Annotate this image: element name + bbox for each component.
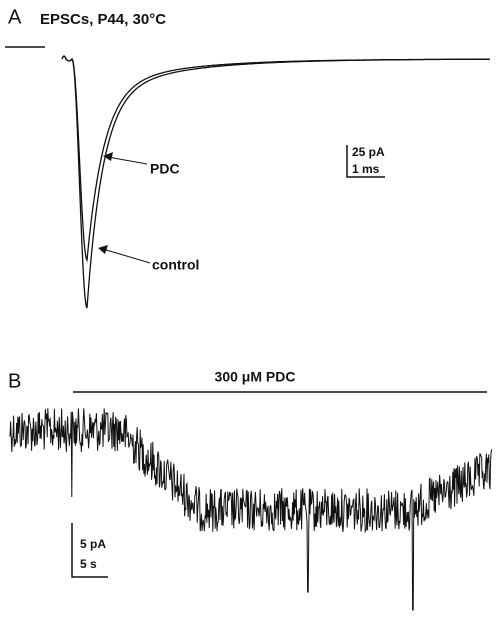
arrowhead — [103, 152, 113, 161]
scale-label: 25 pA — [352, 145, 385, 159]
arrow — [102, 248, 151, 264]
arrow — [107, 156, 148, 165]
annotation: PDC — [150, 161, 180, 177]
application-label: 300 μM PDC — [215, 369, 296, 385]
scale-label: 5 s — [80, 557, 97, 571]
panel-title: EPSCs, P44, 30°C — [40, 11, 166, 28]
scale-label: 1 ms — [352, 162, 380, 176]
arrowhead — [98, 245, 108, 254]
pdc-trace — [61, 55, 490, 263]
control-trace — [61, 55, 490, 309]
panel-label: B — [8, 370, 21, 392]
annotation: control — [152, 257, 199, 273]
scale-bar — [71, 523, 108, 578]
panel-label: A — [8, 6, 22, 28]
current-trace — [9, 408, 493, 611]
scale-bar — [346, 145, 385, 178]
scale-label: 5 pA — [80, 537, 106, 551]
